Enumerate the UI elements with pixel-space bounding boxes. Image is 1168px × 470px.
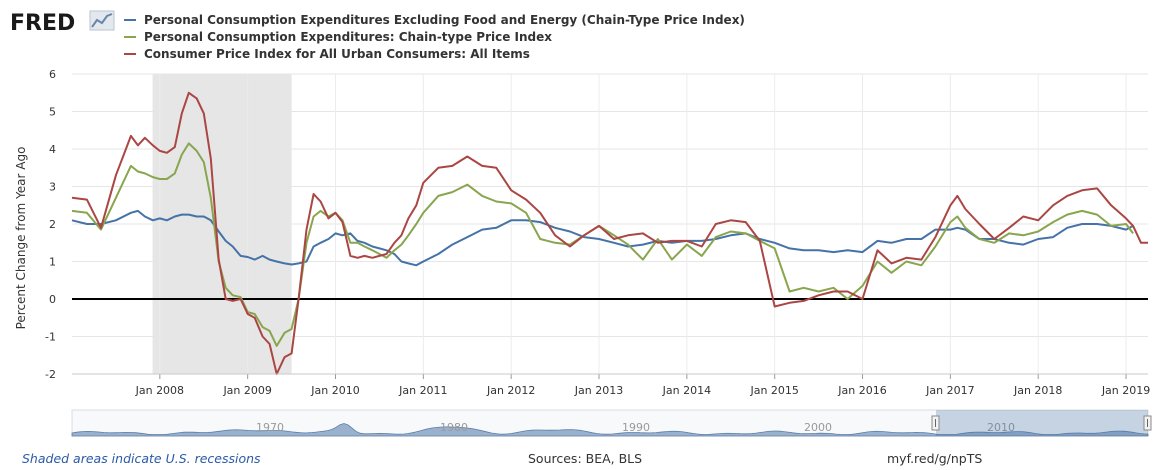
x-tick-label: Jan 2017	[925, 384, 974, 397]
recession-note: Shaded areas indicate U.S. recessions	[22, 451, 261, 466]
x-tick-label: Jan 2016	[837, 384, 886, 397]
legend-swatch	[124, 52, 136, 55]
sources-text: Sources: BEA, BLS	[528, 451, 643, 466]
y-tick-label: 2	[49, 218, 56, 231]
series-layer	[71, 91, 1148, 375]
y-tick-label: 4	[49, 143, 56, 156]
fred-logo-graphic: FRED	[10, 10, 115, 36]
short-link[interactable]: myf.red/g/npTS	[887, 451, 983, 466]
y-axis-label: Percent Change from Year Ago	[14, 147, 28, 330]
y-tick-label: 6	[49, 68, 56, 81]
navigator-year-label: 1990	[622, 421, 650, 434]
x-tick-label: Jan 2019	[1101, 384, 1150, 397]
legend-swatch	[124, 35, 136, 38]
x-tick-label: Jan 2012	[486, 384, 535, 397]
legend-label: Personal Consumption Expenditures Exclud…	[144, 12, 745, 27]
legend-item-cpi[interactable]: Consumer Price Index for All Urban Consu…	[124, 45, 745, 62]
y-axis-ticks: 6 5 4 3 2 1 0 -1 -2	[45, 68, 56, 381]
y-tick-label: -1	[45, 331, 56, 344]
fred-logo[interactable]: FRED	[10, 8, 120, 38]
chart-legend: Personal Consumption Expenditures Exclud…	[124, 11, 745, 62]
legend-label: Personal Consumption Expenditures: Chain…	[144, 29, 553, 44]
range-navigator[interactable]: 1970 1980 1990 2000 2010	[71, 409, 1152, 437]
grid-layer	[72, 73, 1148, 375]
legend-item-pce-core[interactable]: Personal Consumption Expenditures Exclud…	[124, 11, 745, 28]
x-tick-label: Jan 2008	[135, 384, 184, 397]
x-tick-label: Jan 2015	[749, 384, 798, 397]
x-tick-label: Jan 2009	[222, 384, 271, 397]
navigator-year-label: 1980	[440, 421, 468, 434]
y-tick-label: 0	[49, 293, 56, 306]
legend-item-pce[interactable]: Personal Consumption Expenditures: Chain…	[124, 28, 745, 45]
line-chart-icon	[89, 10, 115, 31]
logo-text: FRED	[10, 11, 75, 34]
y-tick-label: -2	[45, 368, 56, 381]
navigator-year-label: 1970	[256, 421, 284, 434]
y-tick-label: 5	[49, 106, 56, 119]
navigator-year-labels: 1970 1980 1990 2000 2010	[256, 421, 1015, 434]
series-line-cpi[interactable]	[71, 91, 1148, 375]
x-tick-label: Jan 2014	[662, 384, 711, 397]
x-tick-label: Jan 2011	[398, 384, 447, 397]
navigator-year-label: 2000	[804, 421, 832, 434]
x-tick-label: Jan 2013	[574, 384, 623, 397]
x-tick-label: Jan 2018	[1013, 384, 1062, 397]
legend-label: Consumer Price Index for All Urban Consu…	[144, 46, 530, 61]
y-tick-label: 3	[49, 181, 56, 194]
navigator-selected-range[interactable]	[936, 410, 1148, 436]
navigator-year-label: 2010	[987, 421, 1015, 434]
y-tick-label: 1	[49, 256, 56, 269]
navigator-series-area	[71, 423, 1149, 437]
legend-swatch	[124, 18, 136, 21]
series-line-pce[interactable]	[71, 142, 1134, 347]
x-axis-ticks: Jan 2008 Jan 2009 Jan 2010 Jan 2011 Jan 2012…	[72, 373, 1150, 397]
x-tick-label: Jan 2010	[310, 384, 359, 397]
